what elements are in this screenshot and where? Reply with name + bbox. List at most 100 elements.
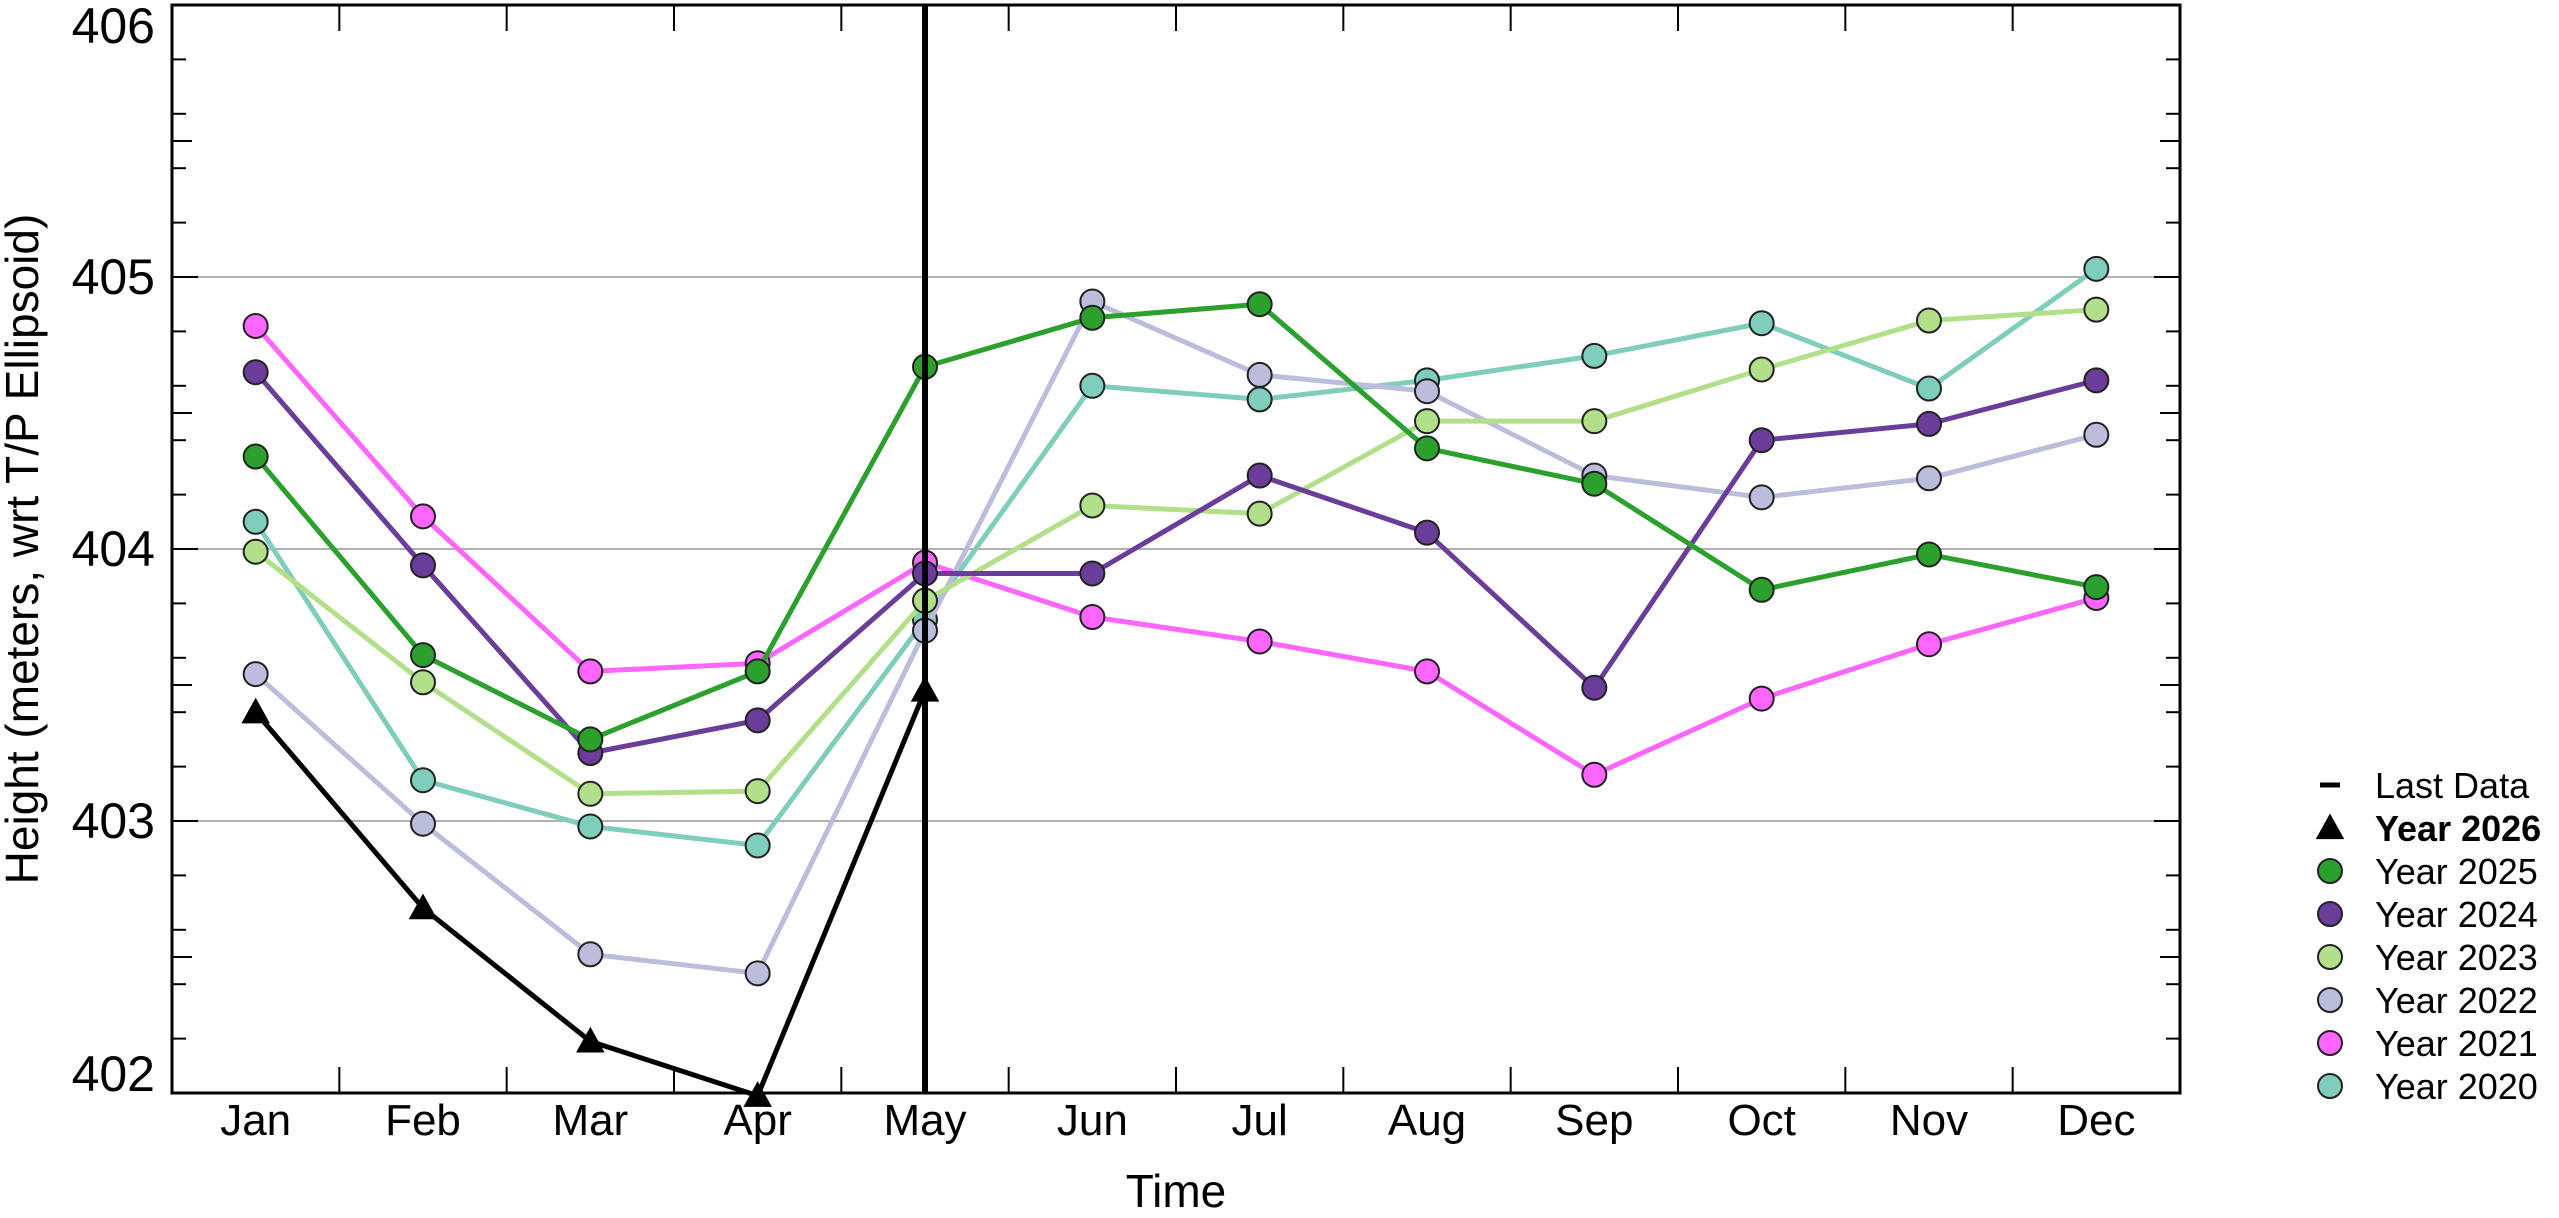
data-point: [1079, 492, 1106, 519]
data-point: [1916, 410, 1942, 437]
data-point: [242, 359, 269, 386]
data-point: [1581, 761, 1608, 788]
data-point: [410, 552, 436, 579]
data-point: [1246, 386, 1273, 413]
data-point: [2083, 255, 2110, 282]
data-point: [1581, 470, 1608, 497]
series-line: [254, 307, 2097, 797]
legend-swatch: [2317, 1073, 2343, 1099]
x-tick-label: Aug: [1388, 1096, 1466, 1145]
data-point: [577, 658, 604, 685]
data-point: [2083, 421, 2110, 448]
legend-swatch: [2317, 901, 2343, 927]
legend-label: Year 2026: [2375, 808, 2541, 849]
legend-label: Year 2022: [2375, 980, 2538, 1021]
x-tick-label: Feb: [385, 1096, 461, 1145]
data-point: [576, 1026, 605, 1053]
legend-swatch: [2317, 987, 2343, 1013]
data-point: [408, 893, 438, 920]
legend-swatch: [2317, 944, 2343, 970]
series-line: [254, 298, 2097, 976]
data-point: [1916, 541, 1942, 568]
data-point: [1748, 310, 1775, 337]
legend-label: Year 2023: [2375, 937, 2538, 978]
data-point: [577, 780, 604, 807]
data-point: [1748, 427, 1775, 454]
x-tick-label: Sep: [1555, 1096, 1633, 1145]
x-axis-title: Time: [1126, 1165, 1227, 1213]
legend-label: Year 2021: [2375, 1023, 2538, 1064]
label-layer: Jan Feb Mar Apr May Jun Jul Aug Sep Oct Nov Dec 402 4…: [0, 0, 2135, 1217]
data-point: [1414, 435, 1440, 462]
data-point: [577, 941, 604, 968]
data-point: [1748, 484, 1775, 511]
legend-swatch: [2317, 1030, 2343, 1056]
data-point: [1246, 628, 1273, 655]
data-point: [2083, 574, 2110, 601]
data-point: [1581, 408, 1608, 435]
data-point: [744, 658, 771, 685]
data-point: [410, 642, 436, 669]
series-line: [253, 324, 2097, 778]
data-point: [1748, 356, 1775, 383]
data-point: [410, 810, 436, 837]
y-tick-label: 402: [72, 1046, 155, 1102]
data-point: [577, 813, 604, 840]
legend-swatch: [2315, 813, 2345, 840]
data-point: [410, 503, 436, 530]
data-point: [2083, 367, 2110, 394]
data-point: [1246, 291, 1273, 318]
data-point: [242, 508, 269, 535]
x-tick-label: Jul: [1232, 1096, 1288, 1145]
data-point: [241, 697, 270, 724]
legend-label: Year 2025: [2375, 851, 2538, 892]
data-point: [2083, 296, 2110, 323]
data-point: [410, 767, 436, 794]
data-point: [1079, 560, 1106, 587]
data-point: [1581, 342, 1608, 369]
data-point: [744, 707, 771, 734]
data-point: [242, 661, 269, 688]
grid-layer: [172, 276, 2180, 822]
data-point: [1916, 465, 1942, 492]
data-point: [1748, 576, 1775, 603]
data-point: [744, 832, 771, 859]
data-point: [1079, 604, 1106, 630]
data-point: [1916, 375, 1942, 402]
data-point: [242, 538, 269, 565]
data-point: [1414, 408, 1440, 435]
data-point: [1916, 307, 1942, 334]
x-tick-label: Jan: [220, 1096, 291, 1145]
x-tick-label: May: [883, 1096, 966, 1145]
series-line: [253, 266, 2098, 848]
series-layer: [241, 255, 2110, 1107]
data-point: [577, 726, 604, 753]
y-tick-label: 404: [72, 521, 155, 577]
x-tick-label: Nov: [1890, 1096, 1968, 1145]
legend-label: Year 2024: [2375, 894, 2538, 935]
data-point: [242, 312, 269, 339]
series-line: [253, 370, 2097, 756]
data-point: [744, 778, 771, 805]
legend-label: Last Data: [2375, 765, 2530, 806]
legend-label: Year 2020: [2375, 1066, 2538, 1107]
series-line: [253, 301, 2097, 742]
y-tick-label: 406: [72, 0, 155, 54]
data-point: [1414, 378, 1440, 405]
data-point: [242, 443, 269, 470]
legend-swatch: [2317, 858, 2343, 884]
data-point: [1748, 685, 1775, 712]
data-point: [1246, 462, 1273, 489]
data-point: [410, 669, 436, 696]
x-tick-label: Apr: [723, 1096, 791, 1145]
data-point: [1414, 658, 1440, 685]
data-point: [1079, 372, 1106, 399]
x-tick-label: Dec: [2057, 1096, 2135, 1145]
data-point: [1246, 361, 1273, 388]
data-point: [744, 960, 771, 987]
y-tick-label: 403: [72, 793, 155, 849]
x-tick-label: Oct: [1727, 1096, 1795, 1145]
data-point: [1079, 304, 1106, 331]
data-point: [1414, 519, 1440, 546]
